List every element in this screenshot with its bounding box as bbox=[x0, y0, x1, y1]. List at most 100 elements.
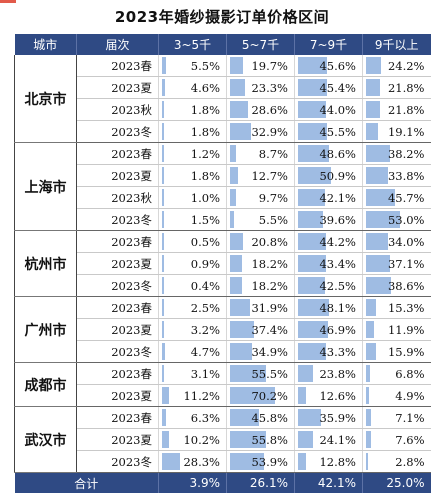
period-cell: 2023冬 bbox=[77, 341, 159, 363]
period-cell: 2023春 bbox=[77, 363, 159, 385]
value-label: 12.7% bbox=[251, 169, 294, 183]
value-cell: 45.7% bbox=[363, 187, 431, 209]
value-label: 4.6% bbox=[191, 81, 226, 95]
value-label: 1.0% bbox=[191, 191, 226, 205]
value-cell: 0.9% bbox=[159, 253, 227, 275]
value-cell: 39.6% bbox=[295, 209, 363, 231]
value-bar bbox=[162, 321, 164, 338]
value-label: 44.2% bbox=[319, 235, 362, 249]
value-label: 32.9% bbox=[251, 125, 294, 139]
value-label: 4.9% bbox=[395, 389, 430, 403]
value-cell: 12.6% bbox=[295, 385, 363, 407]
value-label: 11.9% bbox=[388, 323, 431, 337]
value-bar bbox=[366, 343, 376, 360]
value-cell: 3.2% bbox=[159, 319, 227, 341]
value-label: 39.6% bbox=[319, 213, 362, 227]
value-label: 2.5% bbox=[191, 301, 226, 315]
period-cell: 2023夏 bbox=[77, 385, 159, 407]
value-bar bbox=[230, 255, 242, 272]
value-label: 11.2% bbox=[183, 389, 226, 403]
value-label: 37.4% bbox=[251, 323, 294, 337]
period-cell: 2023冬 bbox=[77, 451, 159, 473]
value-cell: 8.7% bbox=[227, 143, 295, 165]
value-bar bbox=[230, 189, 236, 206]
value-cell: 55.5% bbox=[227, 363, 295, 385]
header-range-9k-plus: 9千以上 bbox=[363, 34, 431, 55]
value-label: 18.2% bbox=[251, 257, 294, 271]
value-bar bbox=[366, 299, 376, 316]
value-bar bbox=[230, 57, 243, 74]
value-label: 10.2% bbox=[183, 433, 226, 447]
value-cell: 6.3% bbox=[159, 407, 227, 429]
value-label: 53.9% bbox=[251, 455, 294, 469]
value-cell: 45.8% bbox=[227, 407, 295, 429]
value-label: 7.6% bbox=[395, 433, 430, 447]
value-label: 1.8% bbox=[191, 169, 226, 183]
city-cell: 杭州市 bbox=[15, 231, 77, 297]
value-cell: 42.1% bbox=[295, 187, 363, 209]
value-cell: 15.3% bbox=[363, 297, 431, 319]
value-label: 45.4% bbox=[319, 81, 362, 95]
value-label: 28.3% bbox=[183, 455, 226, 469]
value-cell: 6.8% bbox=[363, 363, 431, 385]
value-label: 21.8% bbox=[388, 81, 431, 95]
city-cell: 武汉市 bbox=[15, 407, 77, 473]
value-label: 5.5% bbox=[191, 59, 226, 73]
value-bar bbox=[366, 277, 391, 294]
value-bar bbox=[366, 79, 380, 96]
value-bar bbox=[366, 57, 381, 74]
period-cell: 2023夏 bbox=[77, 319, 159, 341]
city-cell: 上海市 bbox=[15, 143, 77, 231]
period-cell: 2023秋 bbox=[77, 99, 159, 121]
accent-mark bbox=[0, 0, 16, 3]
value-bar bbox=[366, 431, 371, 448]
period-cell: 2023春 bbox=[77, 143, 159, 165]
value-label: 24.1% bbox=[319, 433, 362, 447]
period-cell: 2023冬 bbox=[77, 121, 159, 143]
value-label: 12.6% bbox=[319, 389, 362, 403]
period-cell: 2023春 bbox=[77, 407, 159, 429]
value-cell: 1.0% bbox=[159, 187, 227, 209]
value-bar bbox=[230, 101, 248, 118]
value-label: 0.9% bbox=[191, 257, 226, 271]
value-label: 24.2% bbox=[388, 59, 431, 73]
value-cell: 0.5% bbox=[159, 231, 227, 253]
value-cell: 23.3% bbox=[227, 77, 295, 99]
value-bar bbox=[298, 431, 313, 448]
period-cell: 2023秋 bbox=[77, 187, 159, 209]
value-cell: 11.9% bbox=[363, 319, 431, 341]
value-cell: 18.2% bbox=[227, 275, 295, 297]
value-bar bbox=[366, 365, 370, 382]
value-cell: 2.8% bbox=[363, 451, 431, 473]
value-bar bbox=[366, 321, 374, 338]
value-bar bbox=[298, 453, 306, 470]
value-bar bbox=[162, 299, 164, 316]
value-label: 8.7% bbox=[259, 147, 294, 161]
value-bar bbox=[298, 365, 313, 382]
value-cell: 53.0% bbox=[363, 209, 431, 231]
value-label: 31.9% bbox=[251, 301, 294, 315]
value-cell: 43.4% bbox=[295, 253, 363, 275]
value-label: 2.8% bbox=[395, 455, 430, 469]
value-label: 55.5% bbox=[251, 367, 294, 381]
total-value: 42.1% bbox=[295, 473, 363, 493]
value-label: 1.2% bbox=[191, 147, 226, 161]
value-cell: 23.8% bbox=[295, 363, 363, 385]
value-bar bbox=[366, 233, 388, 250]
value-label: 6.3% bbox=[191, 411, 226, 425]
value-cell: 18.2% bbox=[227, 253, 295, 275]
value-label: 23.8% bbox=[319, 367, 362, 381]
value-cell: 9.7% bbox=[227, 187, 295, 209]
period-cell: 2023春 bbox=[77, 231, 159, 253]
period-cell: 2023夏 bbox=[77, 165, 159, 187]
value-label: 20.8% bbox=[251, 235, 294, 249]
